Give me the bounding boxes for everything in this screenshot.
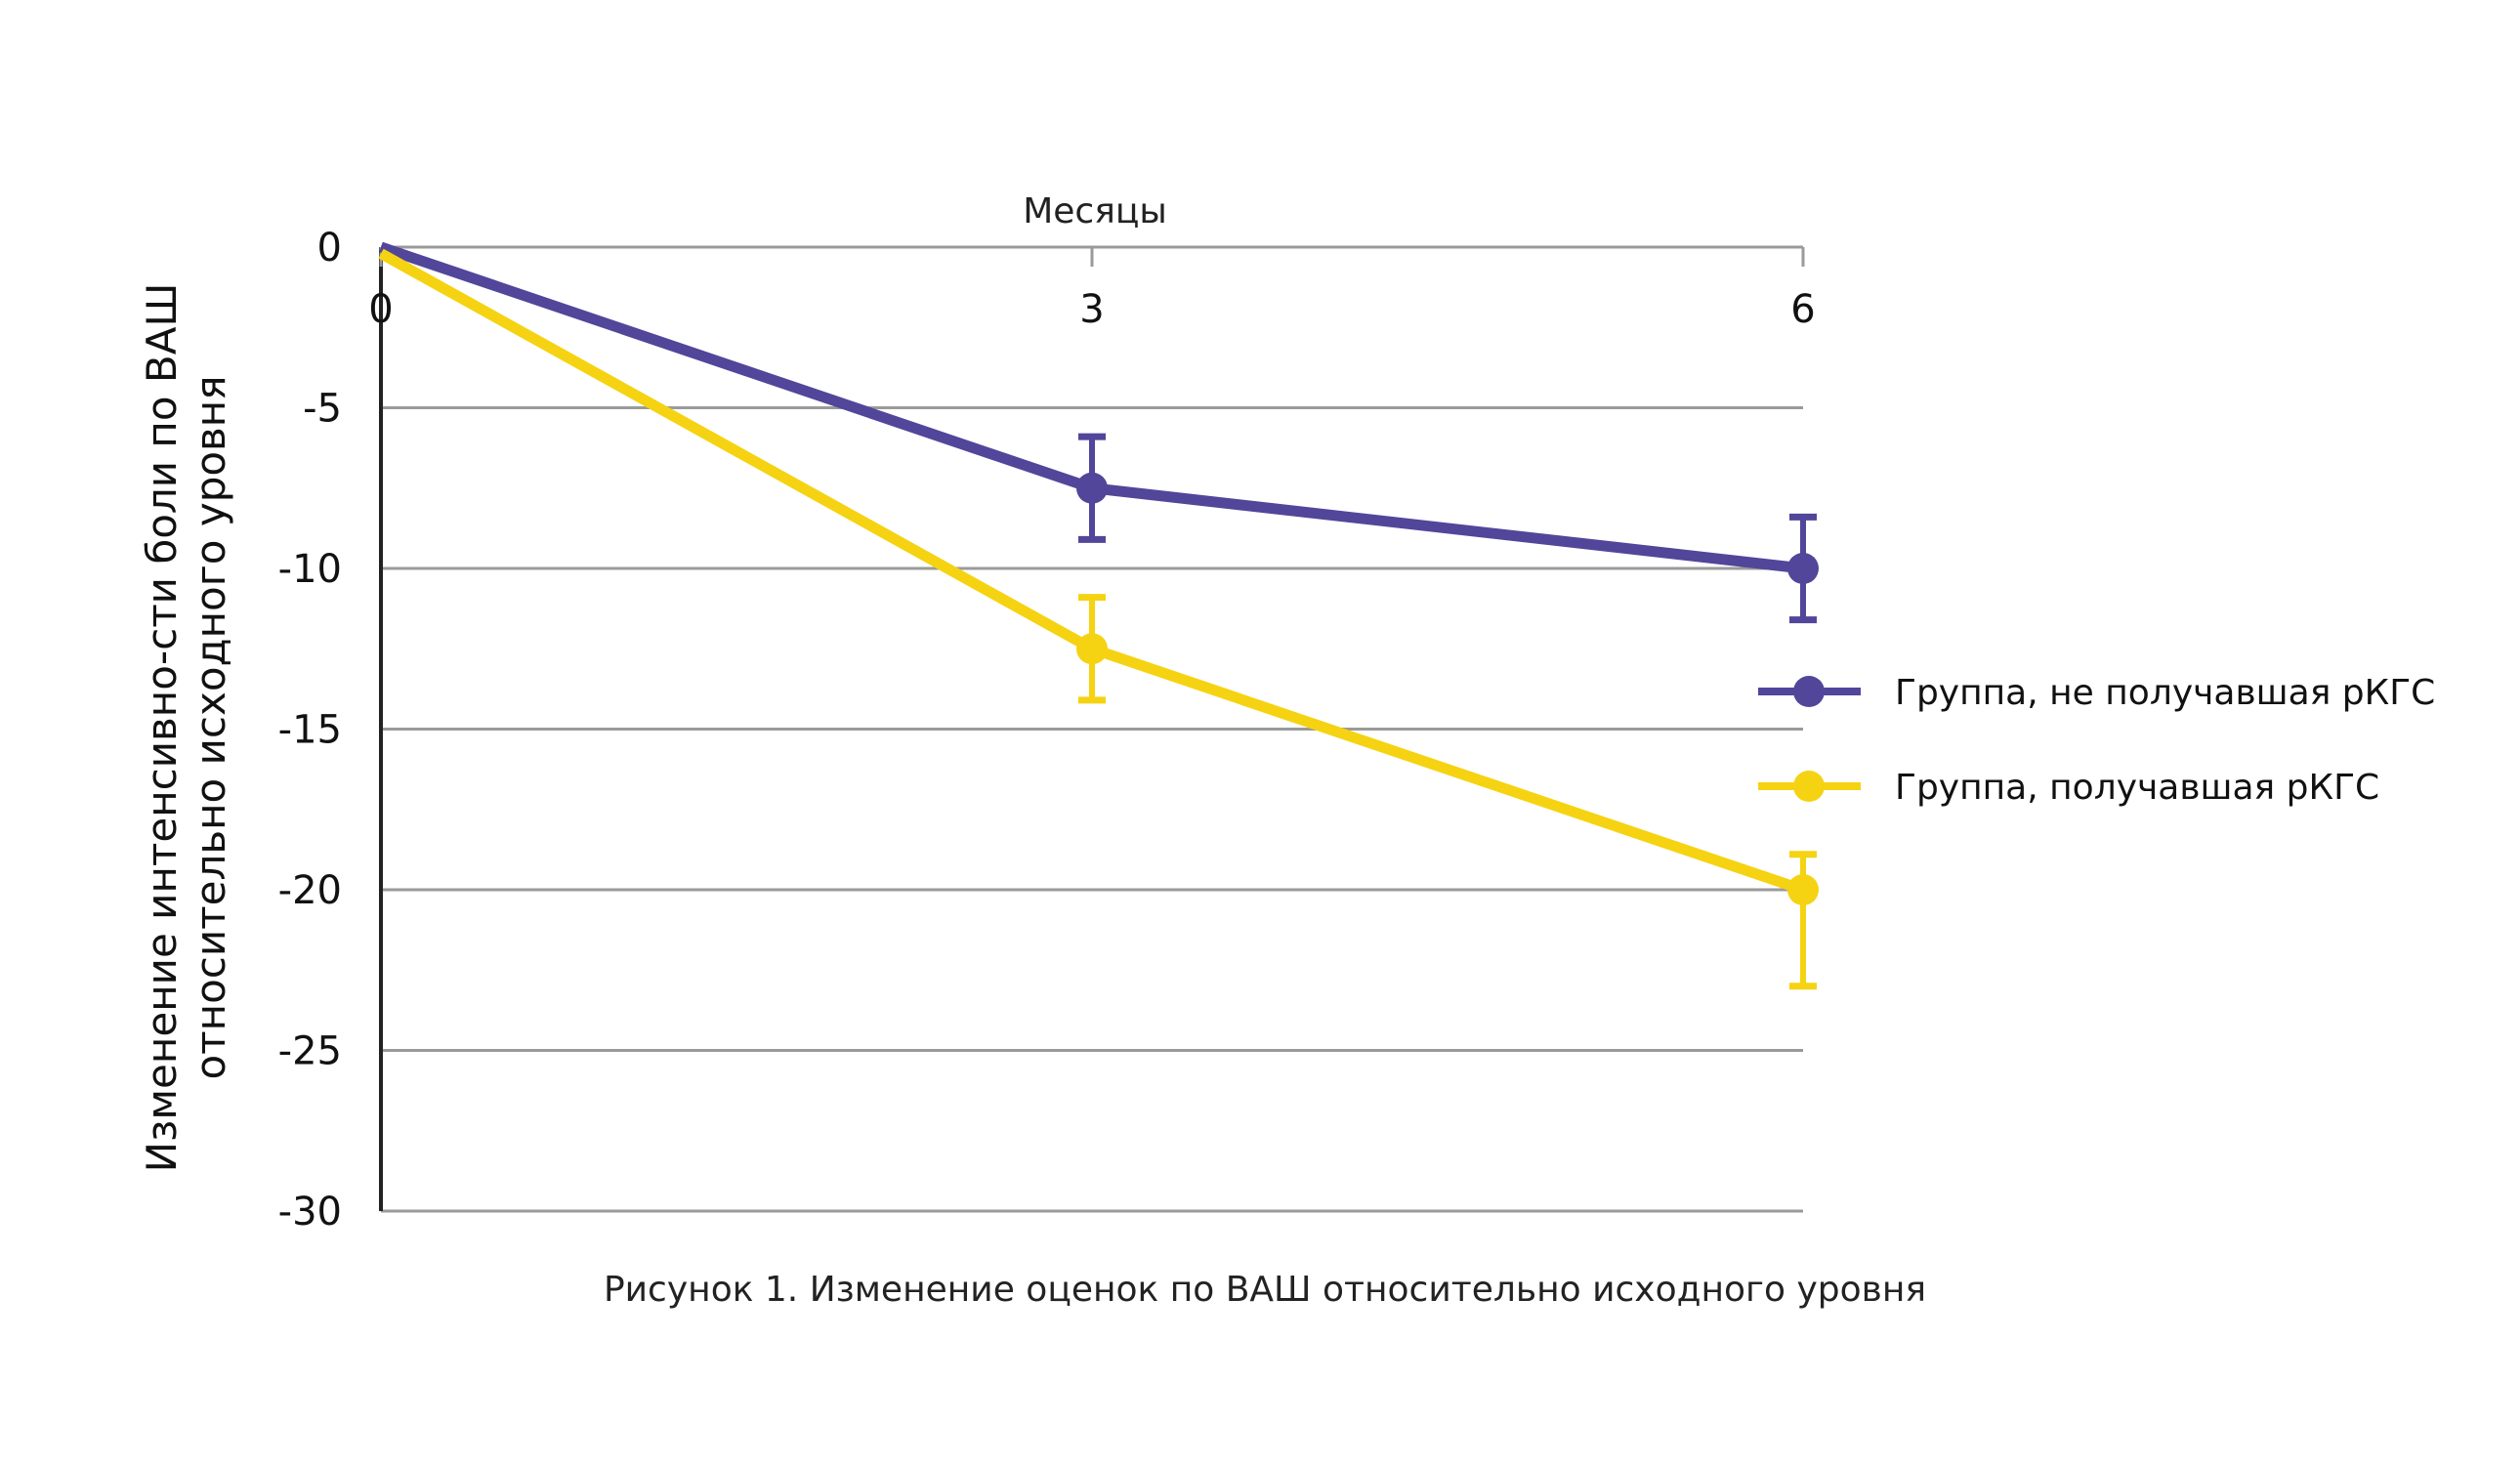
- y-tick-label: -10: [278, 547, 342, 592]
- legend-label: Группа, не получавшая рКГС: [1895, 673, 2435, 713]
- y-axis-label-line-1: Изменение интенсивно-сти боли по ВАШ: [138, 283, 186, 1173]
- y-tick-label: -15: [278, 708, 342, 753]
- y-axis-label-line-2: относительно исходного уровня: [187, 375, 234, 1079]
- series-line: [378, 248, 1805, 896]
- series-group: [378, 241, 1819, 990]
- x-axis-label: Месяцы: [1023, 191, 1167, 231]
- y-tick-label: -20: [278, 868, 342, 913]
- legend-swatch-marker: [1793, 771, 1825, 802]
- figure-caption: Рисунок 1. Изменение оценок по ВАШ относ…: [604, 1270, 1926, 1310]
- y-tick-label: -25: [278, 1029, 342, 1074]
- x-tick-label: 0: [368, 287, 393, 332]
- data-point: [1787, 553, 1819, 584]
- y-tick-label: -30: [278, 1190, 342, 1235]
- x-tick-label: 6: [1790, 287, 1815, 332]
- data-point: [1076, 633, 1108, 665]
- y-tick-label: 0: [317, 226, 342, 271]
- data-point: [1787, 874, 1819, 905]
- legend-swatch-marker: [1793, 676, 1825, 707]
- x-tick-label: 3: [1079, 287, 1104, 332]
- y-tick-label: -5: [303, 387, 342, 432]
- gridlines: [381, 406, 1803, 1213]
- legend: Группа, не получавшая рКГС Группа, получа…: [1758, 673, 2435, 808]
- legend-label: Группа, получавшая рКГС: [1895, 768, 2379, 808]
- data-point: [1076, 472, 1108, 504]
- axes: 0 -5 -10 -15 -20 -25 -30 0 3 6: [278, 226, 1816, 1235]
